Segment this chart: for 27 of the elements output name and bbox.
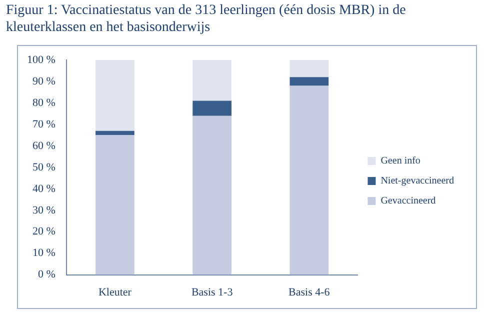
y-tick-label: 70 % (32, 118, 56, 130)
bar (290, 86, 329, 275)
bar (96, 130, 134, 136)
bar (192, 100, 232, 116)
legend-label: Gevaccineerd (380, 196, 436, 207)
bar (290, 60, 329, 78)
bar (96, 60, 134, 131)
x-tick-label: Basis 1-3 (191, 286, 234, 298)
legend-label: Niet-gevaccineerd (380, 176, 454, 187)
bar (96, 135, 134, 275)
y-tick-label: 0 % (38, 268, 56, 281)
y-tick-label: 90 % (32, 75, 56, 88)
bar (192, 60, 232, 101)
legend-label: Geen info (380, 156, 420, 167)
x-tick-label: Basis 4-6 (288, 286, 330, 298)
y-tick-label: 80 % (32, 96, 56, 109)
y-tick-label: 100 % (26, 54, 56, 66)
bar (192, 116, 232, 275)
y-tick-label: 30 % (32, 204, 56, 216)
y-tick-label: 60 % (32, 140, 56, 152)
y-tick-label: 20 % (32, 226, 56, 238)
bar (290, 77, 329, 86)
y-tick-label: 50 % (32, 161, 56, 174)
y-tick-label: 40 % (32, 182, 56, 195)
x-tick-label: Kleuter (98, 286, 132, 298)
chart-title: Figuur 1: Vaccinatiestatus van de 313 leerlingen (één dosis MBR) in de kleuterklassen en het basisonderwijs (6, 2, 407, 36)
y-tick-label: 10 % (32, 247, 56, 260)
